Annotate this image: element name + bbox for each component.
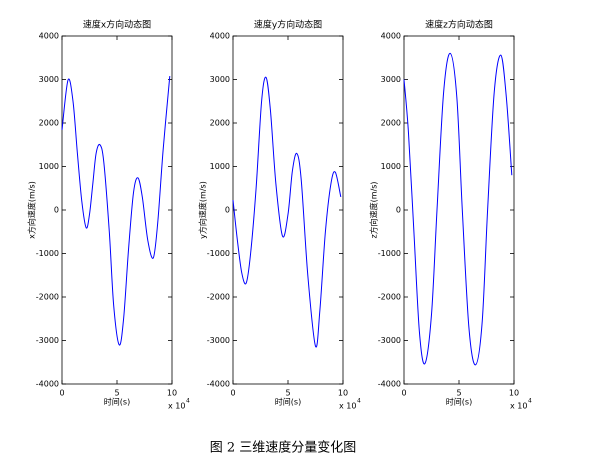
x-scale-label: x 10: [339, 402, 356, 411]
y-tick-label: 4000: [210, 32, 230, 41]
x-tick-label: 10: [509, 389, 519, 398]
plot-area: [403, 35, 515, 385]
y-tick-label: 0: [54, 206, 59, 215]
y-tick-label: 3000: [39, 75, 59, 84]
y-tick-label: 4000: [39, 32, 59, 41]
plot-title: 速度y方向动态图: [254, 19, 322, 31]
plot-area: [61, 35, 173, 385]
y-tick-label: -1000: [36, 249, 59, 258]
y-tick-label: -4000: [36, 380, 59, 389]
x-tick-label: 0: [230, 389, 235, 398]
y-axis-label: y方向速度(m/s): [198, 181, 208, 239]
x-tick-label: 5: [285, 389, 290, 398]
y-axis-label: x方向速度(m/s): [27, 181, 37, 239]
y-tick-label: -1000: [378, 249, 401, 258]
x-axis-label: 时间(s): [275, 397, 301, 407]
y-tick-label: -2000: [36, 293, 59, 302]
y-tick-label: -3000: [36, 336, 59, 345]
x-tick-label: 5: [114, 389, 119, 398]
y-tick-label: -4000: [378, 380, 401, 389]
y-tick-label: -1000: [207, 249, 230, 258]
x-scale-label: x 10: [510, 402, 527, 411]
x-tick-label: 10: [167, 389, 177, 398]
y-tick-label: 2000: [39, 119, 59, 128]
x-scale-exponent: 4: [357, 398, 361, 405]
y-tick-label: -2000: [207, 293, 230, 302]
caption: 图 2 三维速度分量变化图: [210, 440, 357, 456]
y-tick-label: 2000: [381, 119, 401, 128]
x-scale-exponent: 4: [186, 398, 190, 405]
y-tick-label: -3000: [207, 336, 230, 345]
plot-title: 速度z方向动态图: [425, 19, 493, 31]
data-line: [61, 75, 171, 346]
y-tick-label: 0: [396, 206, 401, 215]
y-tick-label: 2000: [210, 119, 230, 128]
x-scale-label: x 10: [168, 402, 185, 411]
y-tick-label: 3000: [381, 75, 401, 84]
y-tick-label: -4000: [207, 380, 230, 389]
x-scale-exponent: 4: [528, 398, 532, 405]
y-tick-label: 1000: [381, 162, 401, 171]
x-tick-label: 0: [59, 389, 64, 398]
data-line: [403, 52, 513, 366]
x-axis-label: 时间(s): [446, 397, 472, 407]
data-line: [232, 76, 342, 348]
x-tick-label: 5: [456, 389, 461, 398]
y-tick-label: 3000: [210, 75, 230, 84]
y-tick-label: 0: [225, 206, 230, 215]
plot-title: 速度x方向动态图: [83, 19, 151, 31]
y-axis-label: z方向速度(m/s): [369, 181, 379, 238]
x-tick-label: 0: [401, 389, 406, 398]
y-tick-label: 1000: [210, 162, 230, 171]
y-tick-label: -3000: [378, 336, 401, 345]
x-tick-label: 10: [338, 389, 348, 398]
x-axis-label: 时间(s): [104, 397, 130, 407]
plot-area: [232, 35, 344, 385]
y-tick-label: 4000: [381, 32, 401, 41]
y-tick-label: 1000: [39, 162, 59, 171]
y-tick-label: -2000: [378, 293, 401, 302]
